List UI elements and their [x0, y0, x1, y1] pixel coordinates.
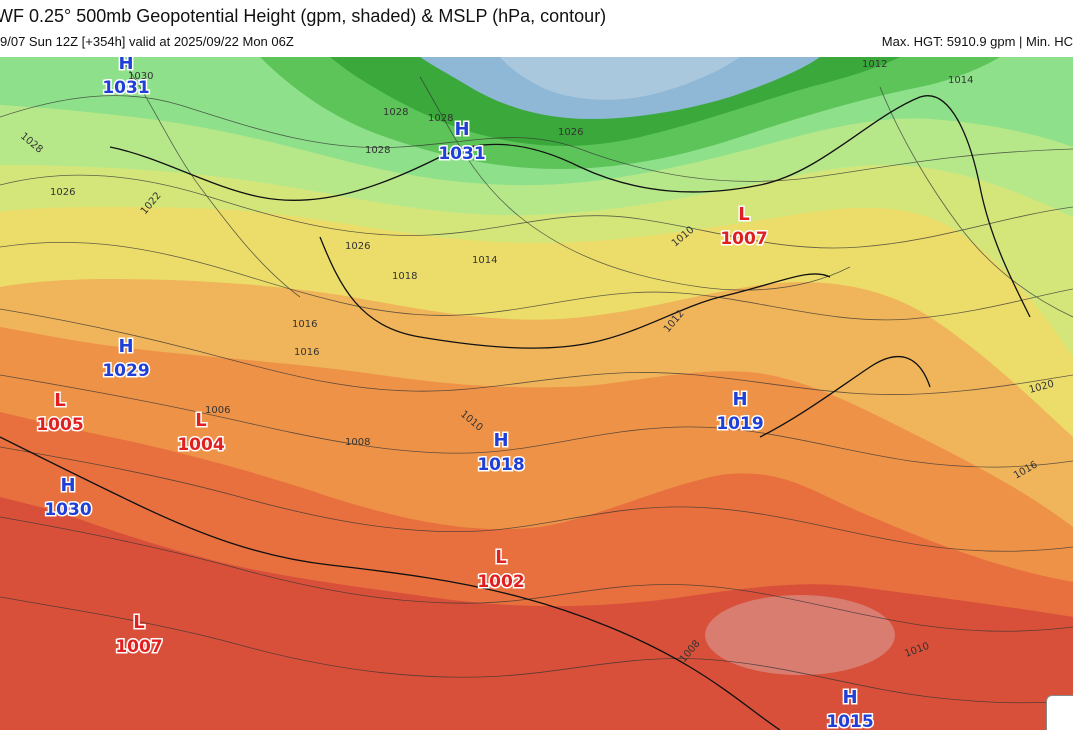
- system-letter: L: [54, 390, 65, 411]
- system-letter: H: [842, 687, 857, 708]
- high-pressure-marker: H 1019: [715, 388, 765, 436]
- high-pressure-marker: H 1030: [43, 474, 93, 522]
- contour-label: 1028: [365, 145, 390, 156]
- map-canvas: 1030 1028 1028 1026 1022 1028 1026 1028 …: [0, 57, 1073, 730]
- high-pressure-marker: H 1015: [825, 686, 875, 730]
- system-value: 1005: [36, 415, 83, 435]
- system-letter: L: [195, 410, 206, 431]
- system-letter: H: [118, 57, 133, 74]
- contour-label: 1026: [558, 127, 583, 138]
- system-value: 1030: [44, 500, 91, 520]
- low-pressure-marker: L 1007: [719, 203, 769, 251]
- logo-icon: [1046, 695, 1073, 730]
- contour-label: 1008: [345, 437, 370, 448]
- contour-label: 1016: [292, 319, 317, 330]
- contour-label: 1028: [428, 113, 453, 124]
- system-value: 1018: [477, 455, 524, 475]
- system-letter: L: [133, 612, 144, 633]
- system-value: 1007: [720, 229, 767, 249]
- contour-label: 1014: [472, 255, 497, 266]
- pressure-systems: H 1031 H 1031 L 1007 H 1029 L 1005 L 100…: [35, 57, 875, 730]
- system-letter: H: [732, 389, 747, 410]
- height-band-pink: [705, 595, 895, 675]
- contour-label: 1014: [948, 75, 973, 86]
- system-letter: H: [60, 475, 75, 496]
- max-min-readout: Max. HGT: 5910.9 gpm | Min. HC: [881, 34, 1073, 49]
- mslp-contours: [0, 57, 1073, 704]
- contour-label: 1012: [862, 59, 887, 70]
- country-borders: [0, 95, 1031, 730]
- system-value: 1002: [477, 572, 524, 592]
- height-shading: [0, 57, 1073, 730]
- high-pressure-marker: H 1031: [101, 57, 151, 100]
- system-letter: H: [493, 430, 508, 451]
- system-letter: L: [495, 547, 506, 568]
- system-value: 1031: [438, 144, 485, 164]
- height-band-blue-light: [500, 57, 740, 100]
- system-value: 1029: [102, 361, 149, 381]
- system-value: 1031: [102, 78, 149, 98]
- low-pressure-marker: L 1007: [114, 611, 164, 659]
- low-pressure-marker: L 1002: [476, 546, 526, 594]
- system-letter: H: [454, 119, 469, 140]
- contour-label: 1018: [392, 271, 417, 282]
- system-letter: L: [738, 204, 749, 225]
- low-pressure-marker: L 1005: [35, 389, 85, 437]
- system-value: 1019: [716, 414, 763, 434]
- system-value: 1004: [177, 435, 224, 455]
- weather-map: 1030 1028 1028 1026 1022 1028 1026 1028 …: [0, 57, 1073, 730]
- low-pressure-marker: L 1004: [176, 409, 226, 457]
- high-pressure-marker: H 1029: [101, 335, 151, 383]
- high-pressure-marker: H 1031: [437, 118, 487, 166]
- contour-label: 1016: [294, 347, 319, 358]
- system-letter: H: [118, 336, 133, 357]
- contour-label: 1030: [128, 71, 153, 82]
- map-subtitle: 9/07 Sun 12Z [+354h] valid at 2025/09/22…: [0, 34, 294, 49]
- contour-label: 1006: [205, 405, 230, 416]
- high-pressure-marker: H 1018: [476, 429, 526, 477]
- system-value: 1015: [826, 712, 873, 730]
- map-title: WF 0.25° 500mb Geopotential Height (gpm,…: [0, 6, 607, 26]
- contour-label: 1026: [50, 187, 75, 198]
- contour-label: 1026: [345, 241, 370, 252]
- contour-label: 1028: [383, 107, 408, 118]
- system-value: 1007: [115, 637, 162, 657]
